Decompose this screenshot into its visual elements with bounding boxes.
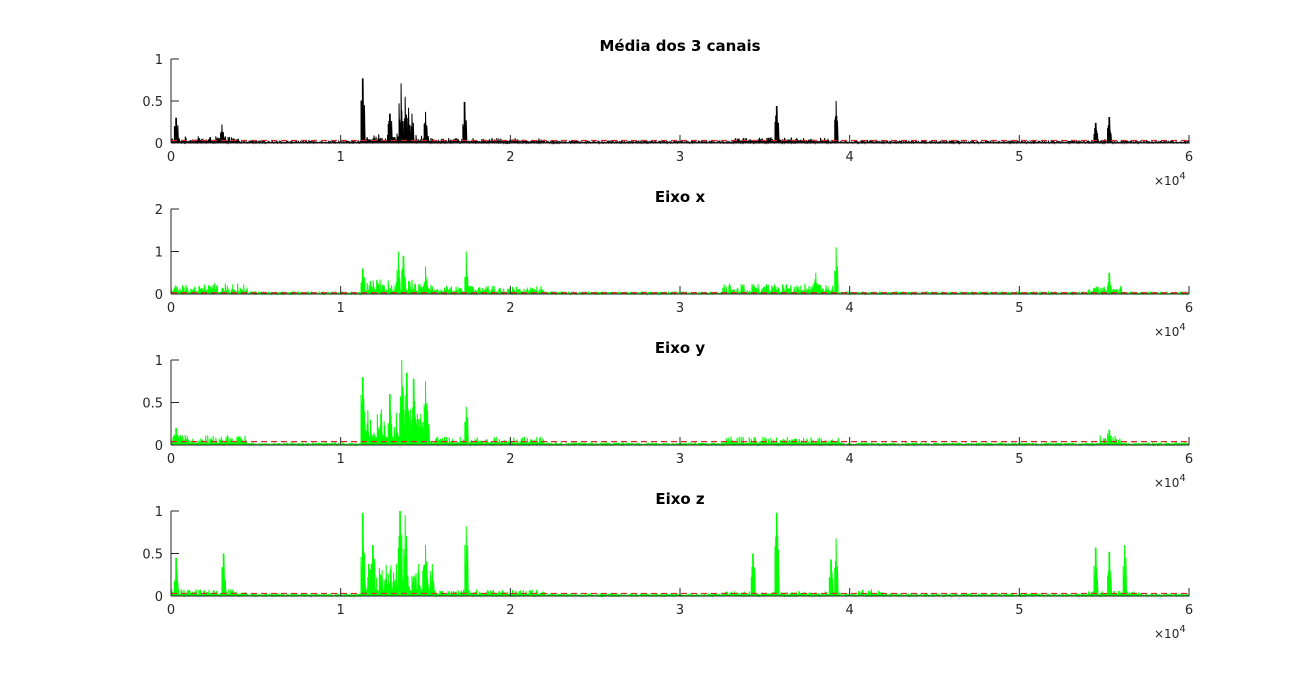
- x-exponent-label: ×104: [1154, 322, 1186, 339]
- subplot-eixo-z: Eixo z 0 1 2 3 4 5 6 ×104 0 0.5 1: [142, 490, 1193, 641]
- subplot-title: Eixo x: [655, 188, 706, 206]
- x-exponent-label: ×104: [1154, 171, 1186, 188]
- x-tick-label: 2: [506, 150, 514, 165]
- x-tick-label: 4: [846, 452, 854, 467]
- y-tick-label: 0.5: [142, 397, 163, 412]
- x-tick-label: 3: [676, 603, 684, 618]
- y-tick-label: 2: [155, 203, 163, 218]
- subplot-mean-channels: Média dos 3 canais 0 1 2 3 4 5 6 ×104 0 0.5 1: [142, 37, 1193, 188]
- x-exponent-power: 4: [1179, 322, 1185, 333]
- subplot-title: Eixo y: [655, 339, 706, 357]
- x-tick-label: 0: [167, 150, 175, 165]
- x-tick-label: 2: [506, 452, 514, 467]
- y-tick-label: 0.5: [142, 548, 163, 563]
- x-tick-label: 1: [337, 301, 345, 316]
- subplot-title: Eixo z: [655, 490, 705, 508]
- x-exponent-power: 4: [1179, 171, 1185, 182]
- y-tick-label: 0: [155, 439, 163, 454]
- x-tick-label: 3: [676, 452, 684, 467]
- subplot-eixo-y: Eixo y 0 1 2 3 4 5 6 ×104 0 0.5 1: [142, 339, 1193, 490]
- x-tick-label: 5: [1015, 301, 1023, 316]
- x-tick-label: 0: [167, 452, 175, 467]
- y-tick-label: 1: [155, 505, 163, 520]
- y-tick-label: 1: [155, 354, 163, 369]
- x-tick-label: 1: [337, 452, 345, 467]
- x-exponent-power: 4: [1179, 624, 1185, 635]
- x-tick-label: 5: [1015, 603, 1023, 618]
- x-tick-label: 3: [676, 150, 684, 165]
- x-tick-label: 4: [846, 150, 854, 165]
- y-tick-label: 0: [155, 288, 163, 303]
- x-exponent-label: ×104: [1154, 624, 1186, 641]
- x-tick-label: 5: [1015, 150, 1023, 165]
- x-tick-label: 0: [167, 301, 175, 316]
- subplot-eixo-x: Eixo x 0 1 2 3 4 5 6 ×104 0 1 2: [155, 188, 1193, 339]
- y-tick-label: 0.5: [142, 95, 163, 110]
- x-tick-label: 3: [676, 301, 684, 316]
- y-tick-label: 0: [155, 137, 163, 152]
- x-tick-label: 6: [1185, 452, 1193, 467]
- x-tick-label: 0: [167, 603, 175, 618]
- data-series-line: [170, 359, 1190, 447]
- x-tick-label: 4: [846, 301, 854, 316]
- y-tick-label: 1: [155, 246, 163, 261]
- data-series-line: [170, 510, 1190, 598]
- subplot-title: Média dos 3 canais: [599, 37, 760, 55]
- y-tick-label: 1: [155, 53, 163, 68]
- y-tick-label: 0: [155, 590, 163, 605]
- x-tick-label: 6: [1185, 150, 1193, 165]
- x-exponent-label: ×104: [1154, 473, 1186, 490]
- x-tick-label: 2: [506, 603, 514, 618]
- x-tick-label: 6: [1185, 301, 1193, 316]
- data-series-line: [170, 78, 1190, 145]
- x-tick-label: 2: [506, 301, 514, 316]
- x-tick-label: 1: [337, 603, 345, 618]
- x-tick-label: 4: [846, 603, 854, 618]
- x-tick-label: 1: [337, 150, 345, 165]
- x-tick-label: 5: [1015, 452, 1023, 467]
- x-tick-label: 6: [1185, 603, 1193, 618]
- x-exponent-power: 4: [1179, 473, 1185, 484]
